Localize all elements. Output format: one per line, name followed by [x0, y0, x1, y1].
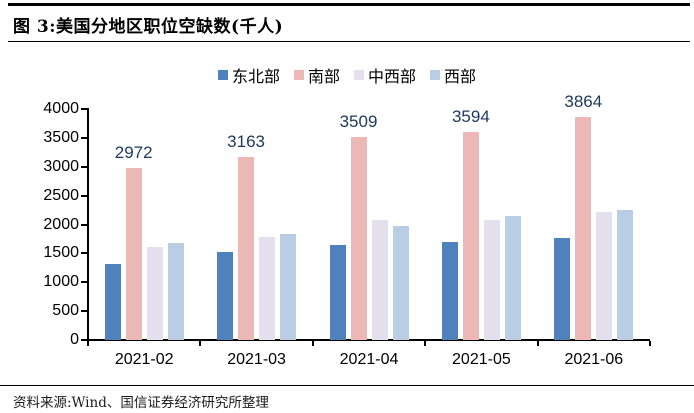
bar-东北部: [441, 242, 458, 340]
bar-东北部: [104, 264, 121, 340]
x-axis-tick-label: 2021-02: [114, 351, 174, 368]
x-axis-tick: [199, 341, 202, 346]
bar-南部: [125, 168, 142, 340]
x-axis-tick: [536, 341, 539, 346]
y-axis-tick: [81, 194, 87, 197]
y-axis-tick: [81, 252, 87, 255]
legend-label: 南部: [307, 67, 340, 86]
legend-label: 中西部: [368, 67, 417, 86]
bar-value-label: 3594: [451, 107, 490, 127]
x-axis-tick: [424, 341, 427, 346]
bar-西部: [280, 234, 297, 340]
legend-label: 西部: [444, 67, 477, 86]
bar-南部: [238, 157, 255, 340]
legend-item: 南部: [293, 63, 340, 87]
bar-西部: [504, 216, 521, 340]
bar-东北部: [554, 238, 571, 340]
legend-label: 东北部: [231, 67, 280, 86]
bar-value-label: 2972: [114, 143, 153, 163]
y-axis-tick: [81, 281, 87, 284]
legend-swatch-icon: [293, 70, 304, 80]
y-axis-tick: [81, 136, 87, 139]
bar-西部: [392, 225, 409, 340]
footer-rule: [0, 385, 694, 386]
bar-中西部: [371, 219, 388, 340]
x-axis-tick: [87, 341, 89, 346]
chart-legend: 东北部 南部 中西部 西部: [0, 63, 694, 87]
y-axis-tick-label: 4000: [43, 100, 79, 117]
bar-value-label: 3509: [339, 112, 378, 132]
legend-item: 西部: [430, 63, 476, 87]
legend-item: 东北部: [217, 63, 280, 87]
x-axis-line: [87, 339, 650, 341]
y-axis-tick-label: 1500: [43, 244, 79, 262]
legend-swatch-icon: [217, 70, 228, 80]
y-axis-tick: [81, 339, 87, 341]
x-axis-tick: [311, 341, 314, 346]
bar-中西部: [483, 220, 500, 340]
bar-西部: [167, 242, 184, 340]
bar-value-label: 3864: [564, 91, 603, 111]
bar-南部: [575, 116, 592, 340]
y-axis-tick-label: 3500: [43, 128, 79, 146]
y-axis-line: [87, 108, 89, 342]
top-rule: [8, 3, 690, 6]
x-axis-tick-label: 2021-06: [564, 351, 624, 368]
y-axis-tick: [81, 310, 87, 313]
y-axis-tick: [81, 223, 87, 226]
bar-南部: [350, 137, 367, 340]
x-axis-tick-label: 2021-04: [339, 351, 399, 368]
bar-中西部: [259, 236, 276, 340]
figure-title: 图 3:美国分地区职位空缺数(千人): [13, 17, 284, 37]
y-axis-tick-label: 500: [52, 302, 79, 320]
bar-中西部: [596, 212, 613, 340]
y-axis-tick-label: 0: [70, 331, 79, 348]
title-rule: [8, 41, 690, 42]
bar-西部: [617, 210, 634, 340]
bar-东北部: [217, 251, 234, 340]
source-note: 资料来源:Wind、国信证券经济研究所整理: [13, 395, 269, 411]
legend-swatch-icon: [430, 70, 441, 80]
legend-swatch-icon: [354, 70, 364, 80]
y-axis-tick-label: 2500: [43, 186, 79, 204]
y-axis-tick-label: 3000: [43, 157, 79, 175]
y-axis-tick-label: 2000: [43, 215, 79, 233]
x-axis-tick-label: 2021-03: [227, 351, 286, 368]
legend-item: 中西部: [354, 63, 416, 87]
bar-中西部: [146, 247, 163, 340]
bar-value-label: 3163: [227, 132, 265, 152]
y-axis-tick: [81, 165, 87, 168]
x-axis-tick-label: 2021-05: [452, 351, 511, 368]
y-axis-tick-label: 1000: [43, 273, 79, 291]
bar-南部: [462, 132, 479, 340]
x-axis-tick: [649, 341, 651, 346]
y-axis-tick: [81, 108, 87, 110]
bar-东北部: [329, 244, 346, 340]
